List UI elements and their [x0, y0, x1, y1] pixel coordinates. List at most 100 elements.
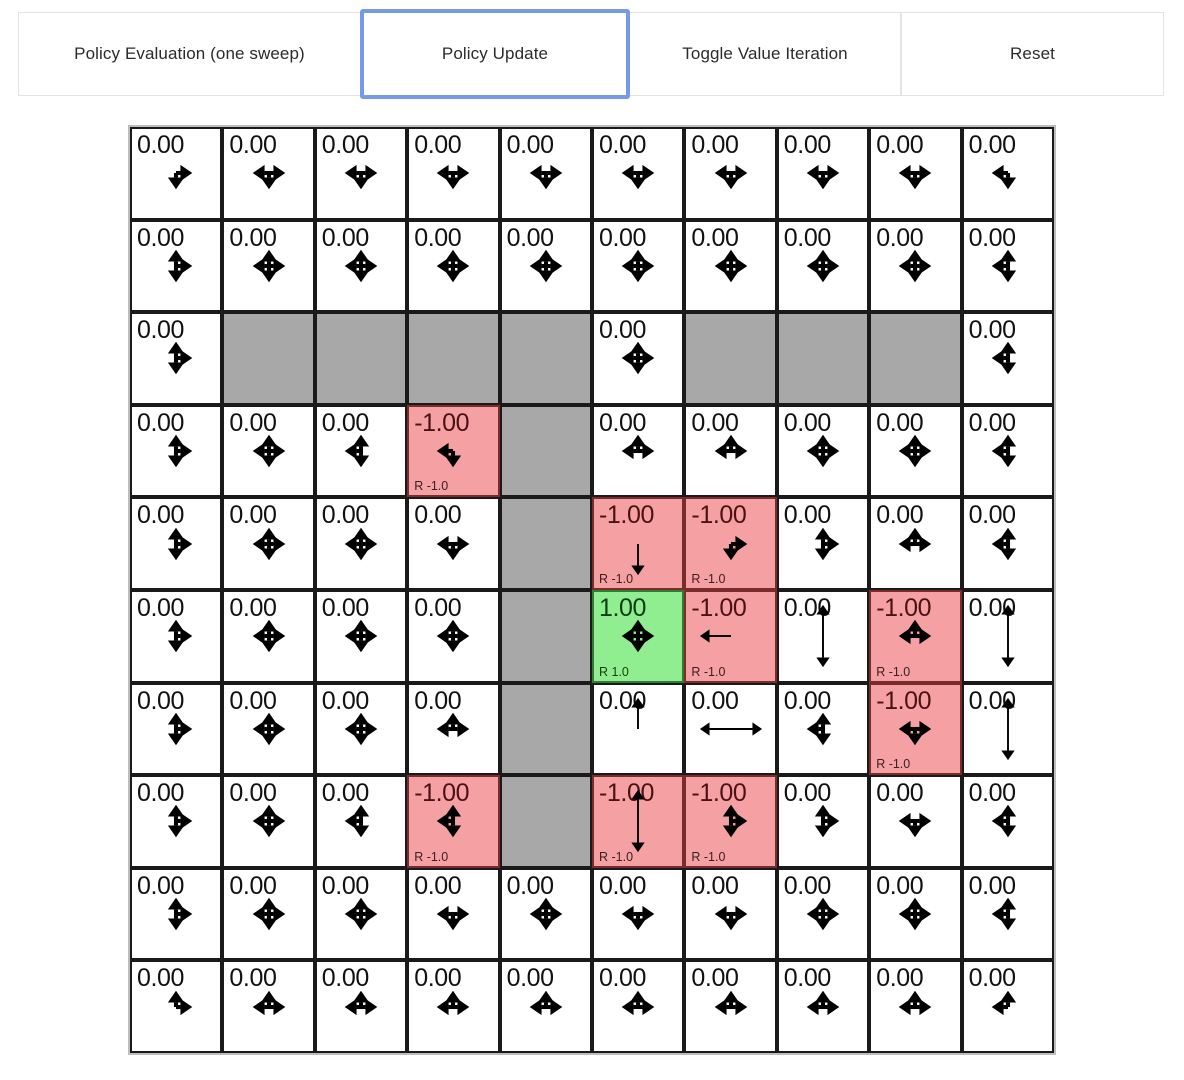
grid-cell[interactable]: 0.00 — [961, 682, 1054, 776]
grid-cell-penalty[interactable]: -1.00 R -1.0 — [592, 497, 685, 590]
grid-cell[interactable]: 0.00 — [869, 775, 962, 868]
grid-cell-penalty[interactable]: -1.00 R -1.0 — [407, 775, 500, 868]
grid-cell-penalty[interactable]: -1.00 R -1.0 — [869, 682, 962, 776]
grid-cell[interactable]: 0.00 — [592, 219, 685, 313]
grid-cell[interactable]: 0.00 — [961, 219, 1054, 313]
cell-value: 0.00 — [321, 964, 369, 993]
grid-cell[interactable]: 0.00 — [869, 960, 962, 1053]
grid-cell[interactable]: 0.00 — [222, 497, 315, 590]
grid-cell[interactable]: 0.00 — [776, 219, 870, 313]
grid-cell[interactable]: 0.00 — [592, 960, 685, 1053]
grid-cell[interactable]: 0.00 — [222, 682, 315, 776]
grid-cell[interactable]: 0.00 — [407, 127, 500, 220]
grid-cell-penalty[interactable]: -1.00 R -1.0 — [684, 497, 777, 590]
grid-cell[interactable]: 0.00 — [961, 127, 1054, 220]
grid-cell[interactable]: 0.00 — [776, 775, 870, 868]
grid-cell[interactable]: 0.00 — [130, 497, 223, 590]
grid-cell[interactable]: 0.00 — [592, 867, 685, 961]
grid-cell[interactable]: 0.00 — [130, 960, 223, 1053]
grid-cell[interactable]: 0.00 — [130, 589, 223, 683]
grid-cell-goal[interactable]: 1.00 R 1.0 — [592, 589, 685, 683]
reset-button[interactable]: Reset — [901, 12, 1164, 96]
grid-cell[interactable]: 0.00 — [869, 127, 962, 220]
grid-cell[interactable]: 0.00 — [407, 219, 500, 313]
grid-cell[interactable]: 0.00 — [130, 867, 223, 961]
grid-cell[interactable]: 0.00 — [684, 219, 777, 313]
grid-cell[interactable]: 0.00 — [961, 497, 1054, 590]
cell-reward-label: R -1.0 — [414, 479, 449, 494]
grid-cell[interactable]: 0.00 — [776, 867, 870, 961]
grid-cell[interactable]: 0.00 — [592, 127, 685, 220]
grid-cell[interactable]: 0.00 — [222, 127, 315, 220]
grid-cell[interactable]: 0.00 — [776, 589, 870, 683]
grid-cell[interactable]: 0.00 — [869, 867, 962, 961]
grid-cell[interactable]: 0.00 — [314, 219, 408, 313]
grid-cell[interactable]: 0.00 — [499, 867, 592, 961]
grid-cell[interactable]: 0.00 — [684, 960, 777, 1053]
cell-value: 0.00 — [968, 223, 1016, 252]
grid-cell[interactable]: 0.00 — [130, 775, 223, 868]
grid-cell[interactable]: 0.00 — [961, 867, 1054, 961]
cell-value: 0.00 — [506, 964, 554, 993]
grid-cell[interactable]: 0.00 — [684, 404, 777, 498]
grid-cell[interactable]: 0.00 — [407, 960, 500, 1053]
grid-cell[interactable]: 0.00 — [130, 312, 223, 405]
grid-cell[interactable]: 0.00 — [684, 682, 777, 776]
grid-cell[interactable]: 0.00 — [407, 682, 500, 776]
grid-cell[interactable]: 0.00 — [592, 682, 685, 776]
grid-cell[interactable]: 0.00 — [222, 404, 315, 498]
grid-cell[interactable]: 0.00 — [961, 960, 1054, 1053]
grid-cell[interactable]: 0.00 — [499, 960, 592, 1053]
grid-cell[interactable]: 0.00 — [314, 404, 408, 498]
grid-cell[interactable]: 0.00 — [684, 127, 777, 220]
grid-cell[interactable]: 0.00 — [222, 960, 315, 1053]
grid-cell[interactable]: 0.00 — [222, 219, 315, 313]
gridworld-grid: 0.00 0.00 0.00 0.00 0.00 0.00 0.00 0.00 0.00 0.00… — [130, 127, 1054, 1053]
grid-cell[interactable]: 0.00 — [314, 775, 408, 868]
grid-cell[interactable]: 0.00 — [314, 589, 408, 683]
grid-cell[interactable]: 0.00 — [222, 775, 315, 868]
grid-cell[interactable]: 0.00 — [869, 219, 962, 313]
toggle-value-iteration-button[interactable]: Toggle Value Iteration — [629, 12, 901, 96]
grid-cell-penalty[interactable]: -1.00 R -1.0 — [869, 589, 962, 683]
grid-cell[interactable]: 0.00 — [130, 127, 223, 220]
grid-cell[interactable]: 0.00 — [776, 682, 870, 776]
grid-cell[interactable]: 0.00 — [592, 404, 685, 498]
grid-cell[interactable]: 0.00 — [961, 404, 1054, 498]
grid-cell[interactable]: 0.00 — [961, 775, 1054, 868]
grid-cell[interactable]: 0.00 — [222, 867, 315, 961]
grid-cell[interactable]: 0.00 — [869, 404, 962, 498]
grid-cell[interactable]: 0.00 — [314, 682, 408, 776]
cell-value: -1.00 — [876, 593, 932, 622]
grid-cell[interactable]: 0.00 — [961, 312, 1054, 405]
grid-cell[interactable]: 0.00 — [314, 867, 408, 961]
grid-cell-penalty[interactable]: -1.00 R -1.0 — [407, 404, 500, 498]
policy-update-button[interactable]: Policy Update — [360, 9, 630, 99]
grid-cell[interactable]: 0.00 — [684, 867, 777, 961]
grid-cell[interactable]: 0.00 — [314, 497, 408, 590]
grid-cell[interactable]: 0.00 — [776, 127, 870, 220]
grid-cell[interactable]: 0.00 — [869, 497, 962, 590]
cell-value: 0.00 — [137, 131, 185, 159]
grid-cell[interactable]: 0.00 — [961, 589, 1054, 683]
grid-cell-penalty[interactable]: -1.00 R -1.0 — [684, 589, 777, 683]
grid-cell[interactable]: 0.00 — [499, 127, 592, 220]
grid-cell[interactable]: 0.00 — [407, 867, 500, 961]
grid-cell[interactable]: 0.00 — [314, 127, 408, 220]
grid-cell[interactable]: 0.00 — [499, 219, 592, 313]
grid-cell[interactable]: 0.00 — [776, 497, 870, 590]
grid-cell[interactable]: 0.00 — [407, 589, 500, 683]
grid-cell-penalty[interactable]: -1.00 R -1.0 — [684, 775, 777, 868]
grid-cell[interactable]: 0.00 — [776, 404, 870, 498]
grid-cell[interactable]: 0.00 — [314, 960, 408, 1053]
grid-cell[interactable]: 0.00 — [222, 589, 315, 683]
grid-cell[interactable]: 0.00 — [130, 219, 223, 313]
grid-cell[interactable]: 0.00 — [776, 960, 870, 1053]
grid-cell[interactable]: 0.00 — [130, 682, 223, 776]
grid-cell[interactable]: 0.00 — [407, 497, 500, 590]
grid-cell-penalty[interactable]: -1.00 R -1.0 — [592, 775, 685, 868]
grid-cell[interactable]: 0.00 — [130, 404, 223, 498]
cell-value: 0.00 — [599, 131, 647, 159]
grid-cell[interactable]: 0.00 — [592, 312, 685, 405]
policy-evaluation-button[interactable]: Policy Evaluation (one sweep) — [18, 12, 361, 96]
